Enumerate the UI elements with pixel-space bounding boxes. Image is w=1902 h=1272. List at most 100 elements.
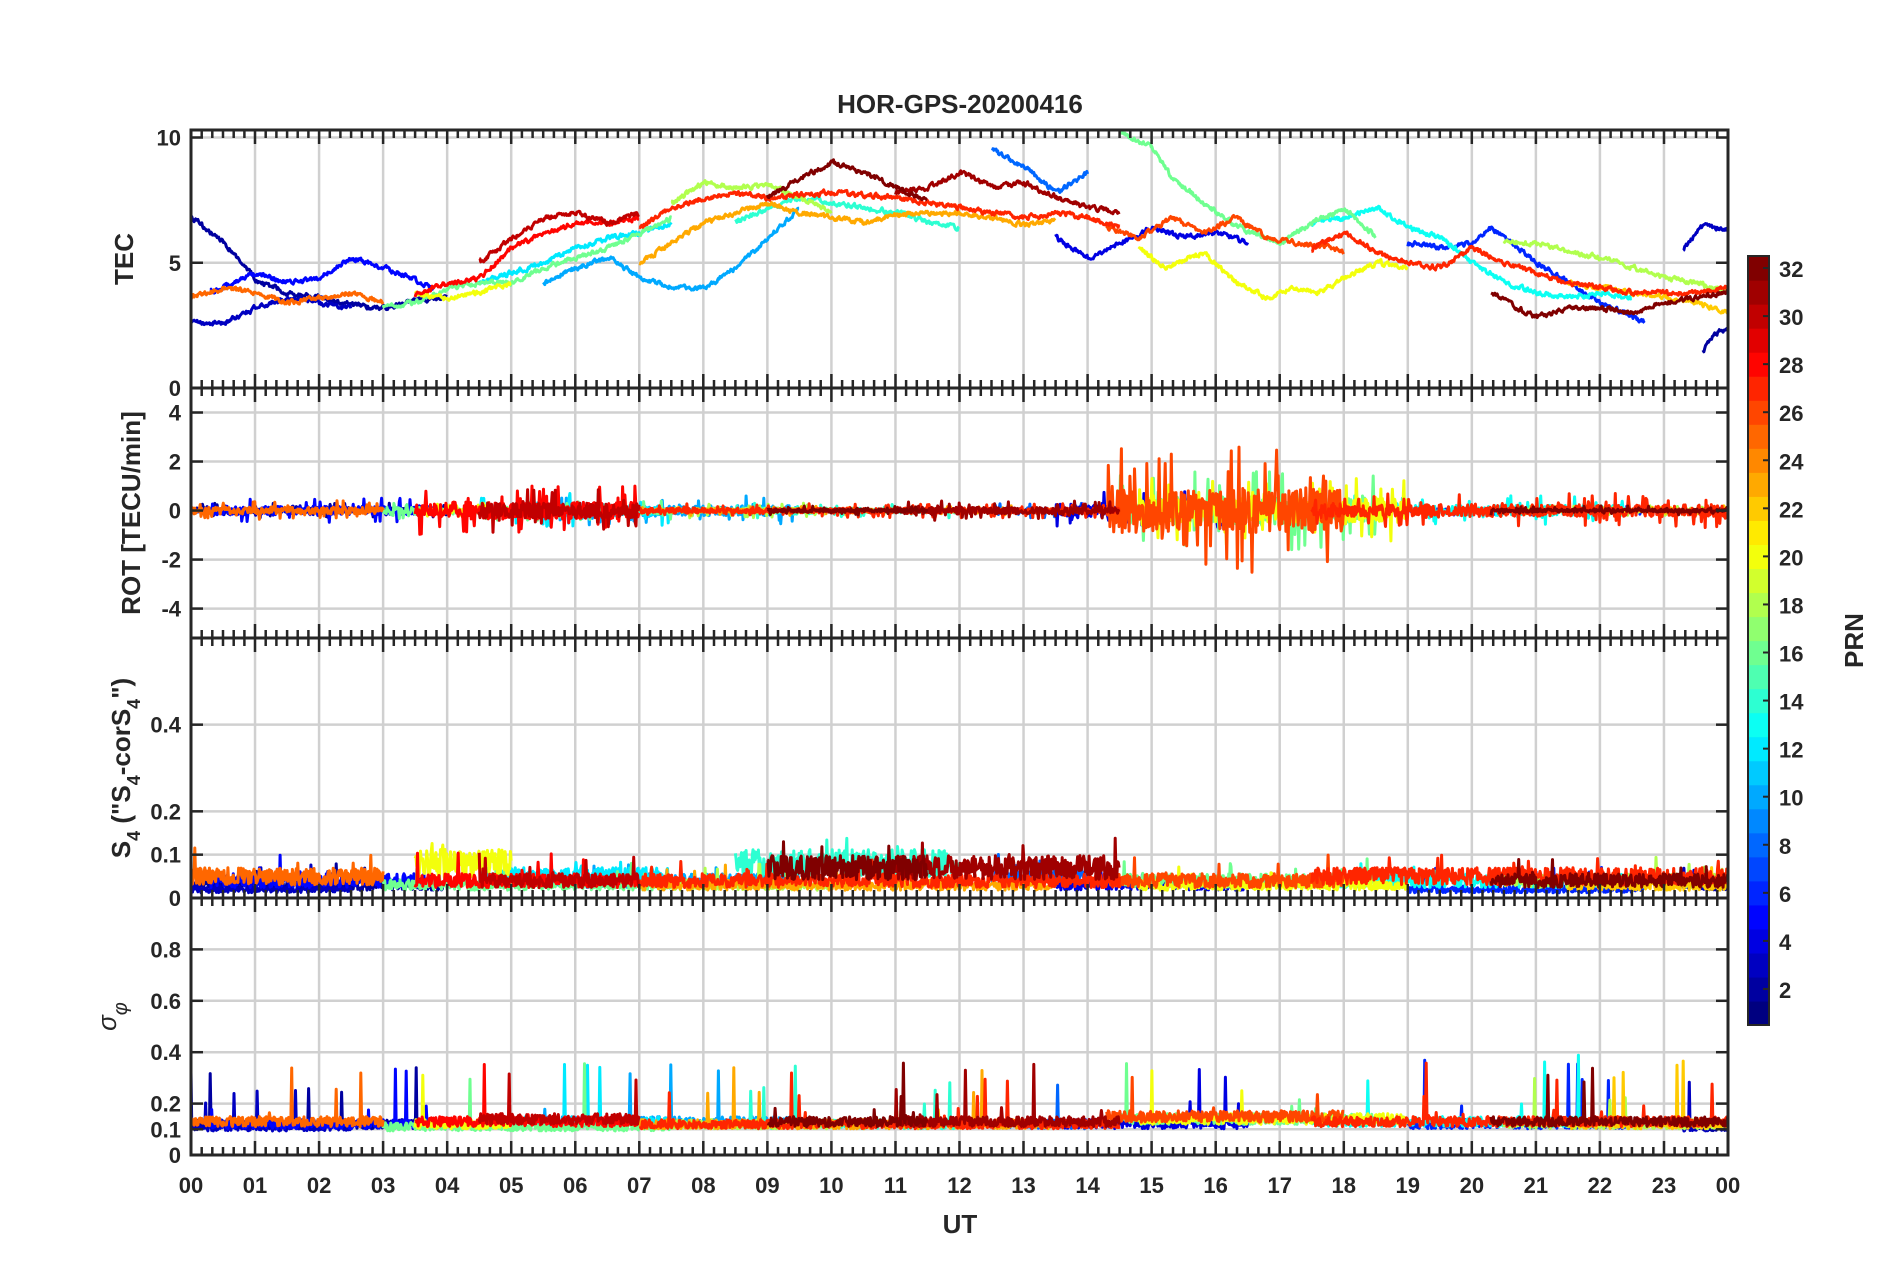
colorbar-segment — [1748, 256, 1769, 281]
y-tick-label: 0 — [169, 499, 181, 524]
x-tick-label: 16 — [1203, 1173, 1227, 1198]
colorbar-tick-label: 14 — [1779, 690, 1804, 715]
colorbar-tick-label: 24 — [1779, 449, 1804, 474]
y-tick-label: -4 — [161, 597, 181, 622]
series-line-prn-26 — [1105, 445, 1345, 574]
x-tick-label: 02 — [307, 1173, 331, 1198]
series-line-prn-30 — [477, 852, 641, 890]
x-tick-label: 00 — [1716, 1173, 1740, 1198]
y-tick-label: -2 — [161, 548, 181, 573]
colorbar-segment — [1748, 976, 1769, 1002]
colorbar-segment — [1748, 928, 1769, 954]
series-line-prn-8 — [990, 147, 1090, 194]
series-line-prn-3 — [191, 295, 353, 327]
colorbar-segment — [1748, 352, 1769, 377]
x-tick-label: 10 — [819, 1173, 843, 1198]
x-tick-label: 06 — [563, 1173, 587, 1198]
y-tick-label: 0.4 — [150, 713, 181, 738]
series-line-prn-23 — [637, 863, 1057, 892]
colorbar-segment — [1748, 1000, 1769, 1026]
colorbar-tick-label: 22 — [1779, 497, 1803, 522]
y-tick-label: 0 — [169, 886, 181, 911]
colorbar-tick-label: 2 — [1779, 978, 1791, 1003]
x-tick-label: 14 — [1075, 1173, 1100, 1198]
x-tick-label: 09 — [755, 1173, 779, 1198]
colorbar-segment — [1748, 880, 1769, 906]
colorbar-segment — [1748, 688, 1769, 714]
colorbar-tick-label: 30 — [1779, 305, 1803, 330]
colorbar-tick-label: 32 — [1779, 257, 1803, 282]
series-line-prn-25 — [191, 499, 385, 521]
panel-sigma: 00.10.2 0.4 0.6 0.8 σφ — [92, 896, 1730, 1168]
series-line-prn-27 — [1311, 230, 1728, 297]
x-tick-label: 03 — [371, 1173, 395, 1198]
colorbar-segment — [1748, 640, 1769, 666]
series-line-prn-5 — [209, 256, 435, 295]
colorbar-segment — [1748, 808, 1769, 834]
y-axis-label-rot: ROT [TECU/min] — [116, 411, 146, 615]
x-tick-labels: 00 01 02 03 04 05 06 07 08 09 10 11 12 13 14 15 16 17 18 19… — [179, 1173, 1740, 1198]
x-tick-label: 20 — [1460, 1173, 1484, 1198]
x-tick-label: 07 — [627, 1173, 651, 1198]
series-line-prn-26 — [1105, 1075, 1345, 1124]
series-line-prn-32 — [1489, 1066, 1728, 1129]
colorbar-tick-label: 10 — [1779, 786, 1803, 811]
x-tick-label: 05 — [499, 1173, 523, 1198]
colorbar-segment — [1748, 448, 1769, 473]
series-line-prn-18 — [1502, 238, 1728, 295]
colorbar-segment — [1748, 280, 1769, 305]
series-line-prn-27 — [638, 188, 1121, 229]
x-tick-label: 00 — [179, 1173, 203, 1198]
colorbar-tick-label: 20 — [1779, 545, 1803, 570]
x-tick-label: 08 — [691, 1173, 715, 1198]
series-line-prn-3 — [1682, 222, 1728, 252]
series-line-prn-32 — [766, 1061, 929, 1129]
colorbar-label: PRN — [1839, 613, 1869, 668]
series-line-prn-10 — [542, 206, 800, 292]
colorbar-segment — [1748, 328, 1769, 353]
x-tick-label: 19 — [1396, 1173, 1420, 1198]
series-line-prn-23 — [638, 201, 1057, 266]
series-line-prn-6 — [1406, 225, 1646, 324]
colorbar-tick-label: 28 — [1779, 353, 1803, 378]
colorbar-tick-label: 4 — [1779, 930, 1792, 955]
y-tick-label: 0 — [169, 1143, 181, 1168]
series-line-prn-32 — [765, 158, 928, 202]
series-line-prn-13 — [1310, 204, 1633, 301]
series-line-prn-25 — [191, 846, 385, 887]
series-line-prn-32 — [1489, 504, 1728, 517]
series-line-prn-31 — [894, 169, 1121, 216]
series-line-prn-32 — [766, 840, 929, 882]
x-tick-label: 22 — [1588, 1173, 1612, 1198]
colorbar-segment — [1748, 544, 1769, 570]
y-tick-label: 10 — [157, 126, 181, 151]
series-line-prn-20 — [413, 281, 512, 302]
series-line-prn-25 — [191, 285, 385, 306]
colorbar-segment — [1748, 712, 1769, 738]
x-tick-label: 12 — [947, 1173, 971, 1198]
series-line-prn-28 — [413, 484, 641, 536]
colorbar-segment — [1748, 304, 1769, 329]
colorbar-tick-label: 8 — [1779, 834, 1791, 859]
y-tick-label: 0.2 — [150, 1092, 181, 1117]
y-axis-label-sigma: σφ — [92, 1002, 132, 1031]
x-tick-label: 18 — [1332, 1173, 1356, 1198]
panel-sigma-series — [191, 1053, 1728, 1133]
colorbar-tick-label: 12 — [1779, 738, 1803, 763]
colorbar-segment — [1748, 904, 1769, 930]
y-tick-label: 0 — [169, 376, 181, 401]
x-axis-label: UT — [943, 1209, 978, 1239]
series-line-prn-32 — [1490, 289, 1728, 320]
series-line-prn-28 — [413, 215, 640, 298]
y-axis-label-s4: S4 ("S4-corS4") — [106, 678, 144, 858]
y-tick-label: 0.2 — [150, 799, 181, 824]
series-line-prn-31 — [894, 1062, 1121, 1129]
x-tick-label: 13 — [1011, 1173, 1035, 1198]
series-line-prn-30 — [477, 488, 641, 534]
y-tick-label: 0.1 — [150, 843, 181, 868]
y-tick-label: 0.8 — [150, 937, 181, 962]
panel-rot-series — [191, 445, 1728, 574]
